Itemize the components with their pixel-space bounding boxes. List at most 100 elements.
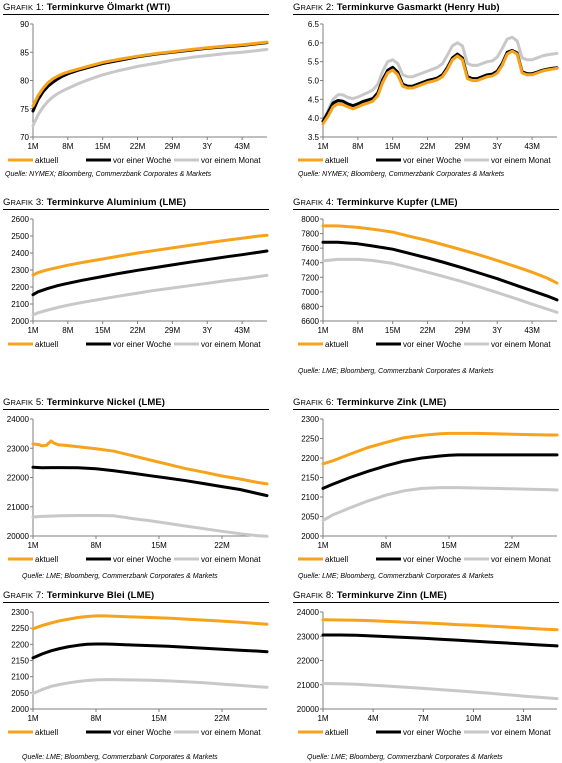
grafik-label: GRAFIK — [293, 197, 324, 208]
y-tick-label: 23000 — [297, 632, 320, 641]
x-tick-label: 43M — [524, 326, 540, 335]
title-rule — [293, 602, 559, 603]
chart-5: 20000 21000 22000 23000 24000 1M 8M 15M 22M aktue… — [7, 415, 269, 564]
y-tick-label: 5.0 — [308, 77, 320, 86]
panel-title: GRAFIK 3: Terminkurve Aluminium (LME) — [3, 197, 186, 208]
y-tick-label: 2600 — [11, 215, 29, 224]
panel-5: GRAFIK 5: Terminkurve Nickel (LME) 20000… — [3, 395, 269, 580]
y-tick-label: 23000 — [7, 444, 30, 453]
panel-2: GRAFIK 2: Terminkurve Gasmarkt (Henry Hu… — [293, 0, 559, 180]
panel-title: GRAFIK 4: Terminkurve Kupfer (LME) — [293, 197, 458, 208]
source-note-row4: Quelle: LME; Bloomberg, Commerzbank Corp… — [22, 754, 218, 761]
series-line-aktuell — [31, 233, 269, 277]
y-tick-label: 24000 — [7, 415, 30, 424]
chart-title: Terminkurve Nickel (LME) — [46, 397, 166, 408]
x-tick-label: 1M — [317, 142, 328, 151]
y-tick-label: 75 — [20, 105, 29, 114]
legend-label-woche: vor einer Woche — [403, 340, 462, 349]
y-tick-label: 2400 — [11, 249, 29, 258]
y-tick-label: 2300 — [11, 266, 29, 275]
legend-label-aktuell: aktuell — [325, 340, 348, 349]
legend-label-monat: vor einem Monat — [491, 728, 551, 737]
legend-label-monat: vor einem Monat — [201, 340, 261, 349]
y-tick-label: 2000 — [301, 532, 319, 541]
panel-1: GRAFIK 1: Terminkurve Ölmarkt (WTI) 70 75… — [3, 0, 269, 180]
y-tick-label: 7600 — [301, 244, 319, 253]
panel-title: GRAFIK 6: Terminkurve Zink (LME) — [293, 397, 446, 408]
series-line-woche — [31, 465, 269, 498]
y-tick-label: 2200 — [11, 283, 29, 292]
x-tick-label: 15M — [151, 541, 167, 550]
y-tick-label: 70 — [20, 133, 29, 142]
x-tick-label: 29M — [165, 142, 181, 151]
x-tick-label: 15M — [151, 714, 167, 723]
x-tick-label: 8M — [62, 142, 73, 151]
x-tick-label: 15M — [95, 142, 111, 151]
source-note-row1-right: Quelle: NYMEX; Bloomberg, Commerzbank Co… — [298, 171, 505, 178]
y-tick-label: 6.5 — [308, 20, 320, 29]
series-line-monat — [31, 514, 269, 538]
series-line-aktuell — [321, 49, 559, 126]
grafik-label: GRAFIK — [3, 397, 34, 408]
grafik-number: 3: — [33, 197, 47, 208]
grafik-number: 7: — [33, 590, 47, 601]
x-tick-label: 8M — [380, 541, 391, 550]
title-rule — [3, 14, 269, 15]
x-tick-label: 43M — [524, 142, 540, 151]
grafik-label: GRAFIK — [293, 2, 324, 13]
grafik-label: GRAFIK — [3, 590, 34, 601]
x-tick-label: 22M — [504, 541, 520, 550]
chart-title: Terminkurve Blei (LME) — [46, 590, 155, 601]
title-rule — [293, 209, 559, 210]
grafik-number: 1: — [33, 2, 47, 13]
x-tick-label: 8M — [352, 326, 363, 335]
series-line-woche — [321, 240, 559, 302]
panel-title: GRAFIK 8: Terminkurve Zinn (LME) — [293, 590, 447, 601]
panel-title: GRAFIK 1: Terminkurve Ölmarkt (WTI) — [3, 2, 170, 13]
legend-label-woche: vor einer Woche — [113, 555, 172, 564]
legend-label-monat: vor einem Monat — [201, 728, 261, 737]
source-note-row3: Quelle: LME; Bloomberg, Commerzbank Corp… — [22, 573, 218, 580]
legend-label-monat: vor einem Monat — [491, 156, 551, 165]
x-tick-label: 8M — [90, 714, 101, 723]
series-line-aktuell — [31, 614, 269, 631]
y-tick-label: 22000 — [297, 657, 320, 666]
chart-title: Terminkurve Zinn (LME) — [336, 590, 447, 601]
panel-4: GRAFIK 4: Terminkurve Kupfer (LME) 6600 6… — [293, 195, 559, 360]
grafik-number: 8: — [323, 590, 337, 601]
y-tick-label: 8000 — [301, 215, 319, 224]
y-tick-label: 2250 — [301, 435, 319, 444]
y-tick-label: 2050 — [11, 689, 29, 698]
y-tick-label: 4.0 — [308, 114, 320, 123]
chart-title: Terminkurve Aluminium (LME) — [46, 197, 187, 208]
series-line-monat — [321, 35, 559, 126]
series-line-woche — [321, 633, 559, 648]
y-tick-label: 2250 — [11, 624, 29, 633]
y-tick-label: 6600 — [301, 317, 319, 326]
x-tick-label: 29M — [455, 326, 471, 335]
y-tick-label: 22000 — [7, 474, 30, 483]
series-line-aktuell — [321, 224, 559, 285]
y-tick-label: 2050 — [301, 513, 319, 522]
x-tick-label: 22M — [214, 714, 230, 723]
x-tick-label: 22M — [214, 541, 230, 550]
y-tick-label: 2100 — [11, 673, 29, 682]
x-tick-label: 4M — [368, 714, 379, 723]
title-rule — [3, 409, 269, 410]
series-line-aktuell — [321, 431, 559, 466]
y-tick-label: 2200 — [11, 640, 29, 649]
series-line-aktuell — [321, 618, 559, 632]
chart-3: 2000 2100 2200 2300 2400 2500 2600 1M 8M 15M 22M 29… — [8, 215, 269, 349]
panel-title: GRAFIK 7: Terminkurve Blei (LME) — [3, 590, 154, 601]
chart-1: 70 75 80 85 90 1M 8M 15M 22M 29M 3Y 43M aktuell vor e… — [8, 20, 269, 165]
y-tick-label: 2150 — [11, 657, 29, 666]
panel-7: GRAFIK 7: Terminkurve Blei (LME) 2000 205… — [3, 588, 269, 753]
legend-label-aktuell: aktuell — [35, 555, 58, 564]
grafik-label: GRAFIK — [293, 590, 324, 601]
source-note-row1: Quelle: NYMEX; Bloomberg, Commerzbank Co… — [5, 171, 212, 178]
x-tick-label: 8M — [352, 142, 363, 151]
x-tick-label: 1M — [27, 714, 38, 723]
x-tick-label: 1M — [317, 714, 328, 723]
y-tick-label: 20000 — [297, 705, 320, 714]
legend-label-monat: vor einem Monat — [201, 156, 261, 165]
